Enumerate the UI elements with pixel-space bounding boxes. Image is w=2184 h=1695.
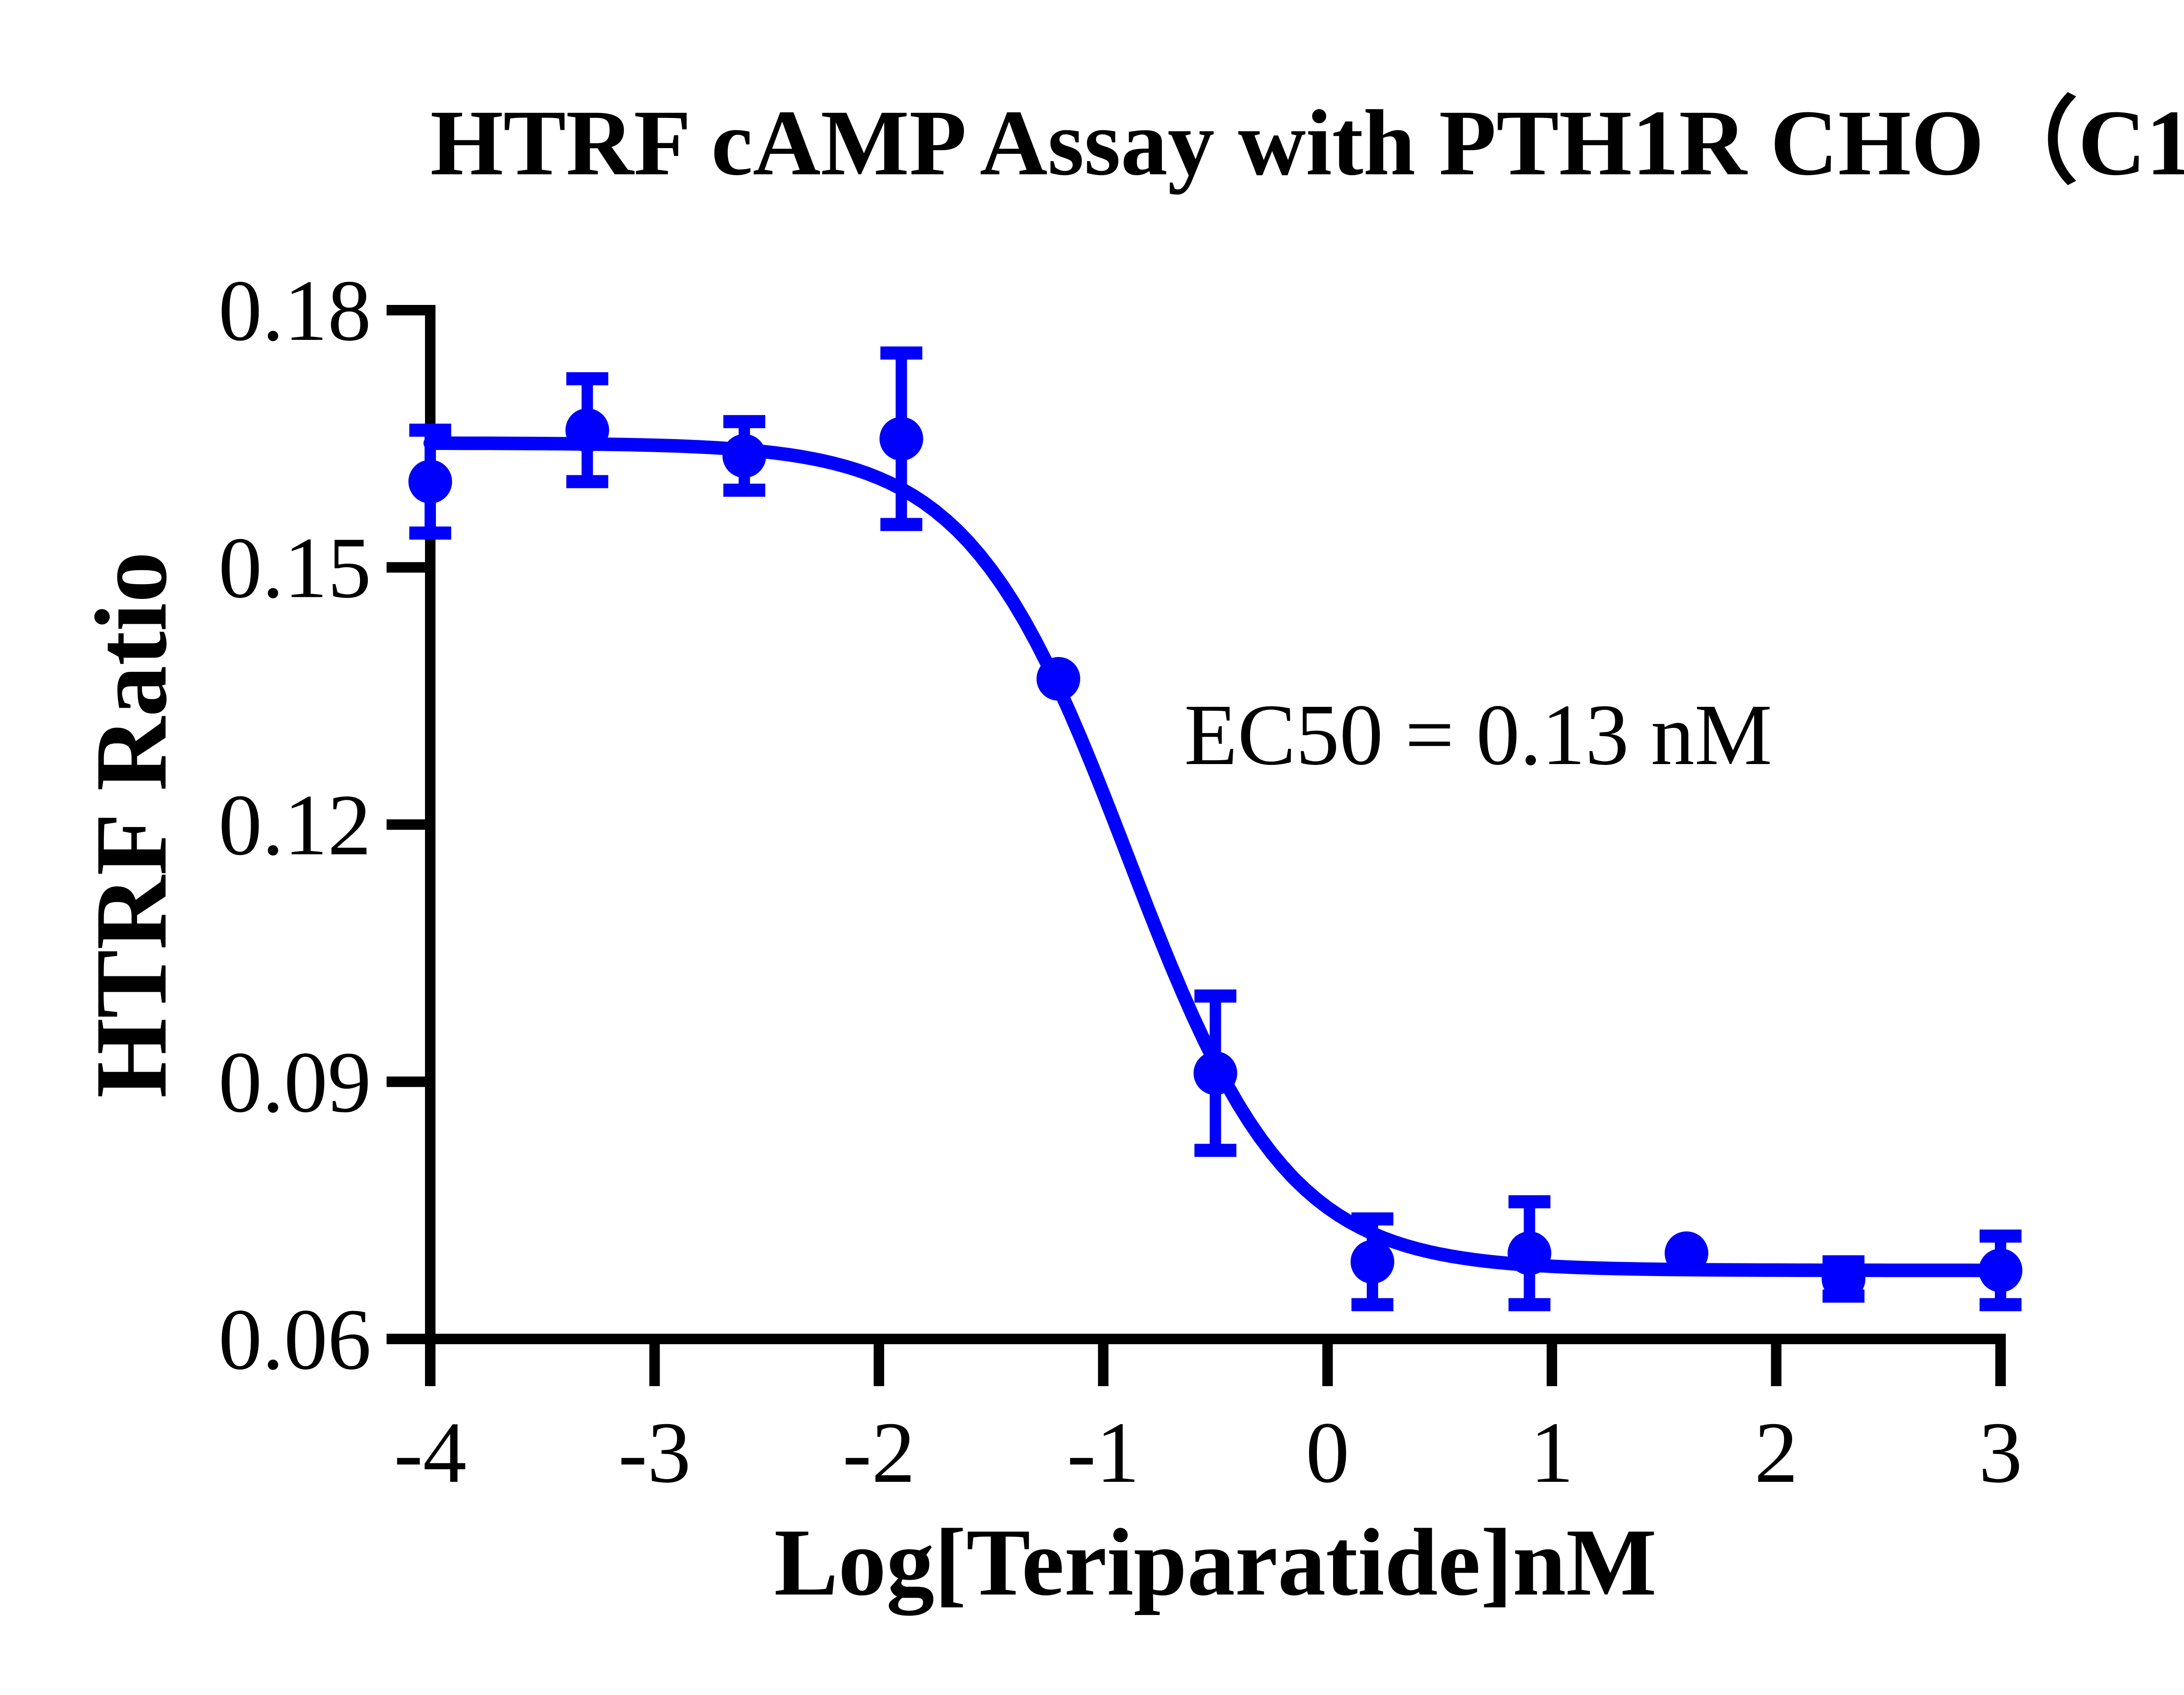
data-point: [408, 460, 452, 504]
y-tick-label: 0.18: [218, 263, 371, 359]
data-point: [1821, 1257, 1866, 1301]
y-tick-label: 0.06: [218, 1291, 371, 1388]
x-tick-label: 0: [1306, 1404, 1349, 1501]
x-tick-label: -3: [618, 1404, 691, 1501]
x-tick-label: -4: [394, 1404, 467, 1501]
data-point: [1193, 1051, 1237, 1095]
y-tick-label: 0.15: [218, 520, 371, 616]
x-tick-label: 3: [1979, 1404, 2022, 1501]
x-tick-label: 1: [1530, 1404, 1574, 1501]
data-point: [1037, 657, 1080, 701]
data-point: [565, 408, 609, 452]
data-point: [1351, 1240, 1394, 1284]
data-point: [1979, 1249, 2022, 1292]
y-tick-label: 0.12: [218, 777, 371, 874]
y-tick-label: 0.09: [218, 1034, 371, 1131]
data-point: [879, 417, 923, 461]
x-tick-label: 2: [1754, 1404, 1798, 1501]
x-tick-label: -1: [1067, 1404, 1140, 1501]
x-axis-title: Log[Teriparatide]nM: [774, 1509, 1657, 1615]
ec50-annotation: EC50 = 0.13 nM: [1184, 687, 1773, 783]
x-tick-label: -2: [843, 1404, 916, 1501]
data-point: [722, 434, 766, 478]
chart-title: HTRF cAMP Assay with PTH1R CHO（C1）: [430, 90, 2184, 195]
data-point: [1507, 1231, 1552, 1275]
data-point: [1665, 1231, 1708, 1275]
